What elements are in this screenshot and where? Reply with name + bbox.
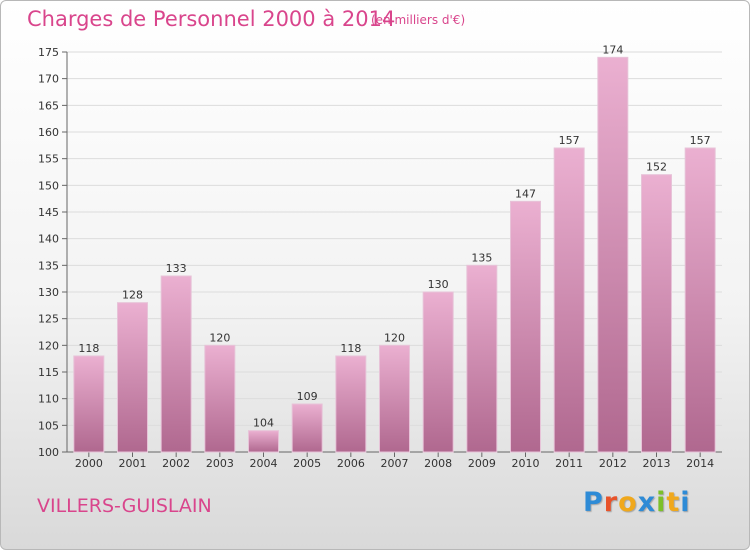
y-tick-label: 115: [38, 366, 59, 379]
bar: [466, 264, 498, 453]
x-tick-label: 2009: [468, 457, 496, 470]
x-tick-label: 2011: [555, 457, 583, 470]
y-tick-label: 160: [38, 126, 59, 139]
bar: [335, 355, 367, 453]
bar: [204, 344, 236, 453]
logo-letter: t: [666, 487, 681, 518]
y-tick-label: 120: [38, 339, 59, 352]
bar: [160, 275, 192, 453]
x-tick-label: 2014: [686, 457, 714, 470]
data-label: 118: [340, 342, 361, 355]
bar: [553, 147, 585, 453]
y-tick-label: 125: [38, 313, 59, 326]
data-label: 135: [471, 251, 492, 264]
data-label: 133: [166, 262, 187, 275]
bar: [291, 403, 323, 453]
x-tick-label: 2002: [162, 457, 190, 470]
bar: [510, 200, 541, 453]
bar: [684, 147, 716, 453]
bar: [379, 344, 410, 453]
data-label: 109: [297, 390, 318, 403]
bar: [641, 174, 672, 453]
data-label: 120: [384, 331, 405, 344]
y-tick-label: 135: [38, 259, 59, 272]
x-tick-label: 2013: [643, 457, 671, 470]
data-label: 157: [690, 134, 711, 147]
logo-letter: r: [603, 487, 619, 518]
data-label: 157: [559, 134, 580, 147]
x-tick-label: 2005: [293, 457, 321, 470]
x-tick-label: 2000: [75, 457, 103, 470]
y-tick-label: 105: [38, 419, 59, 432]
bars: [73, 56, 716, 453]
x-tick-label: 2003: [206, 457, 234, 470]
logo-letter: i: [656, 487, 667, 518]
bar: [248, 430, 279, 453]
x-tick-label: 2008: [424, 457, 452, 470]
logo-letter: P: [583, 487, 604, 518]
y-tick-label: 145: [38, 206, 59, 219]
y-tick-label: 150: [38, 179, 59, 192]
chart-subtitle: (en milliers d'€): [371, 13, 466, 27]
x-tick-label: 2004: [250, 457, 278, 470]
data-label: 128: [122, 289, 143, 302]
logo-letter: i: [680, 487, 691, 518]
labels: 2000 118 2001 128 2002 133 2003 120 2004 104 2005 1…: [75, 43, 714, 470]
data-label: 130: [428, 278, 449, 291]
y-tick-label: 110: [38, 393, 59, 406]
bar: [597, 56, 629, 453]
data-label: 118: [78, 342, 99, 355]
y-tick-label: 130: [38, 286, 59, 299]
proxiti-logo: Proxiti: [583, 487, 691, 518]
data-label: 104: [253, 417, 274, 430]
y-tick-label: 140: [38, 233, 59, 246]
data-label: 147: [515, 187, 536, 200]
x-tick-label: 2010: [512, 457, 540, 470]
bar: [422, 291, 454, 453]
bar: [117, 302, 148, 453]
y-tick-label: 165: [38, 99, 59, 112]
commune-name: VILLERS-GUISLAIN: [37, 495, 212, 517]
logo-letter: o: [618, 487, 638, 518]
chart-title: Charges de Personnel 2000 à 2014: [27, 7, 396, 31]
x-tick-label: 2006: [337, 457, 365, 470]
data-label: 174: [602, 43, 623, 56]
data-label: 152: [646, 161, 667, 174]
bar: [73, 355, 105, 453]
logo-letter: x: [637, 487, 657, 518]
x-tick-label: 2001: [119, 457, 147, 470]
y-tick-label: 170: [38, 73, 59, 86]
data-label: 120: [209, 331, 230, 344]
y-tick-label: 155: [38, 153, 59, 166]
y-tick-label: 175: [38, 46, 59, 59]
x-tick-label: 2012: [599, 457, 627, 470]
y-tick-label: 100: [38, 446, 59, 459]
x-tick-label: 2007: [381, 457, 409, 470]
